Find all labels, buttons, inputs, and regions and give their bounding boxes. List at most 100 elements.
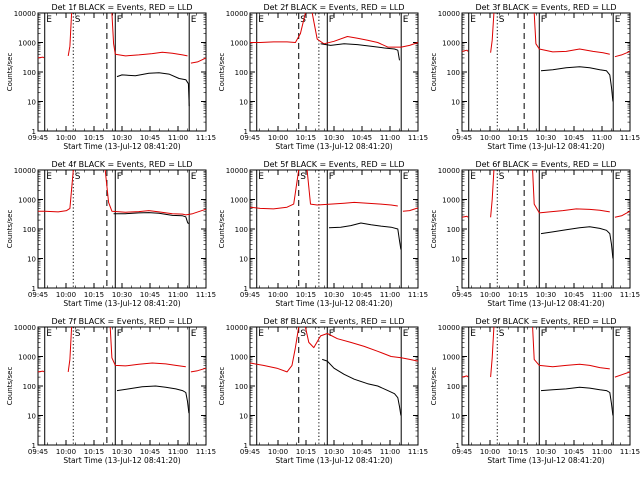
marker-label: E <box>615 172 621 182</box>
marker-label: F <box>117 172 122 182</box>
x-tick-label: 10:45 <box>352 448 372 456</box>
x-tick-label: 10:00 <box>480 291 500 299</box>
y-tick-label: 1000 <box>442 354 460 362</box>
series-line-lld <box>615 211 630 217</box>
plot-title: Det 1f BLACK = Events, RED = LLD <box>51 3 192 12</box>
marker-label: E <box>258 172 264 182</box>
x-tick-label: 10:45 <box>564 134 584 142</box>
marker-label: S <box>75 15 81 25</box>
y-tick-label: 10 <box>27 413 36 421</box>
y-axis-label: Counts/sec <box>218 210 226 249</box>
y-axis-label: Counts/sec <box>6 210 14 249</box>
plot-title: Det 2f BLACK = Events, RED = LLD <box>263 3 404 12</box>
panel-det-4: Det 4f BLACK = Events, RED = LLD11010010… <box>6 160 216 308</box>
plot-title: Det 3f BLACK = Events, RED = LLD <box>475 3 616 12</box>
x-tick-label: 10:15 <box>84 448 104 456</box>
y-tick-label: 10 <box>239 99 248 107</box>
marker-label: E <box>470 15 476 25</box>
series-line-lld <box>191 58 206 63</box>
x-tick-label: 09:45 <box>452 291 472 299</box>
series-line-lld <box>191 368 206 372</box>
x-tick-label: 11:15 <box>196 291 216 299</box>
x-tick-label: 11:00 <box>168 134 188 142</box>
plot-frame <box>250 13 418 131</box>
panel-det-7: Det 7f BLACK = Events, RED = LLD 1 10 100 10… <box>6 317 216 465</box>
series-line-events <box>322 359 401 415</box>
y-tick-label: 10000 <box>438 10 460 18</box>
marker-label: S <box>499 329 505 339</box>
x-tick-label: 10:45 <box>564 291 584 299</box>
panel-det-9: Det 9f BLACK = Events, RED = LLD 1 10 100 10… <box>430 317 640 465</box>
x-tick-label: 11:15 <box>620 134 640 142</box>
y-axis-label: Counts/sec <box>430 367 438 406</box>
series-line-events <box>117 73 189 106</box>
x-tick-label: 09:45 <box>240 134 260 142</box>
marker-label: S <box>300 172 306 182</box>
x-tick-label: 10:15 <box>84 291 104 299</box>
series-line-lld <box>462 50 468 51</box>
series-line-lld <box>491 13 494 53</box>
marker-label: E <box>403 15 409 25</box>
x-tick-label: 10:30 <box>324 134 344 142</box>
x-tick-label: 09:45 <box>28 134 48 142</box>
plot-frame <box>38 170 206 288</box>
plot-title: Det 9f BLACK = Events, RED = LLD <box>475 317 616 326</box>
y-tick-label: 1000 <box>442 197 460 205</box>
y-axis-label: Counts/sec <box>430 53 438 92</box>
marker-label: S <box>75 329 81 339</box>
series-line-events <box>541 387 613 415</box>
x-tick-label: 11:15 <box>408 134 428 142</box>
x-tick-label: 11:15 <box>408 291 428 299</box>
y-tick-label: 10 <box>27 256 36 264</box>
y-tick-label: 1000 <box>18 40 36 48</box>
marker-label: E <box>191 329 197 339</box>
plot-frame <box>38 13 206 131</box>
y-tick-label: 1000 <box>230 40 248 48</box>
y-tick-label: 10000 <box>14 167 36 175</box>
marker-label: S <box>499 172 505 182</box>
y-tick-label: 100 <box>23 383 36 391</box>
y-tick-label: 10 <box>451 413 460 421</box>
series-line-events <box>541 227 613 259</box>
x-tick-label: 09:45 <box>28 448 48 456</box>
marker-label: F <box>541 329 546 339</box>
y-tick-label: 10000 <box>438 167 460 175</box>
plot-frame <box>462 170 630 288</box>
x-tick-label: 10:30 <box>536 134 556 142</box>
y-tick-label: 1000 <box>18 354 36 362</box>
plot-frame <box>38 327 206 445</box>
y-tick-label: 10 <box>451 256 460 264</box>
series-line-events <box>329 223 401 250</box>
series-line-lld <box>307 170 398 206</box>
series-line-lld <box>38 57 44 58</box>
marker-label: E <box>191 172 197 182</box>
x-tick-label: 11:15 <box>620 291 640 299</box>
x-tick-label: 09:45 <box>240 448 260 456</box>
x-tick-label: 09:45 <box>452 448 472 456</box>
y-tick-label: 10 <box>451 99 460 107</box>
y-axis-label: Counts/sec <box>6 367 14 406</box>
plot-title: Det 7f BLACK = Events, RED = LLD <box>51 317 192 326</box>
marker-label: E <box>470 172 476 182</box>
series-line-lld <box>68 13 71 56</box>
x-tick-label: 10:45 <box>140 448 160 456</box>
marker-label: F <box>541 172 546 182</box>
marker-label: F <box>117 329 122 339</box>
plot-frame <box>250 170 418 288</box>
panel-det-6: Det 6f BLACK = Events, RED = LLD 1 10 100 10… <box>430 160 640 308</box>
y-tick-label: 10000 <box>226 167 248 175</box>
series-line-lld <box>462 376 468 377</box>
x-tick-label: 10:45 <box>352 134 372 142</box>
marker-label: E <box>403 172 409 182</box>
x-tick-label: 11:00 <box>168 448 188 456</box>
y-tick-label: 10000 <box>438 324 460 332</box>
series-line-events <box>321 44 400 61</box>
x-tick-label: 11:00 <box>592 291 612 299</box>
y-tick-label: 1000 <box>230 197 248 205</box>
x-axis-label: Start Time (13-Jul-12 08:41:20) <box>63 142 180 151</box>
x-tick-label: 10:30 <box>536 448 556 456</box>
plot-title: Det 8f BLACK = Events, RED = LLD <box>263 317 404 326</box>
y-tick-label: 10000 <box>226 10 248 18</box>
